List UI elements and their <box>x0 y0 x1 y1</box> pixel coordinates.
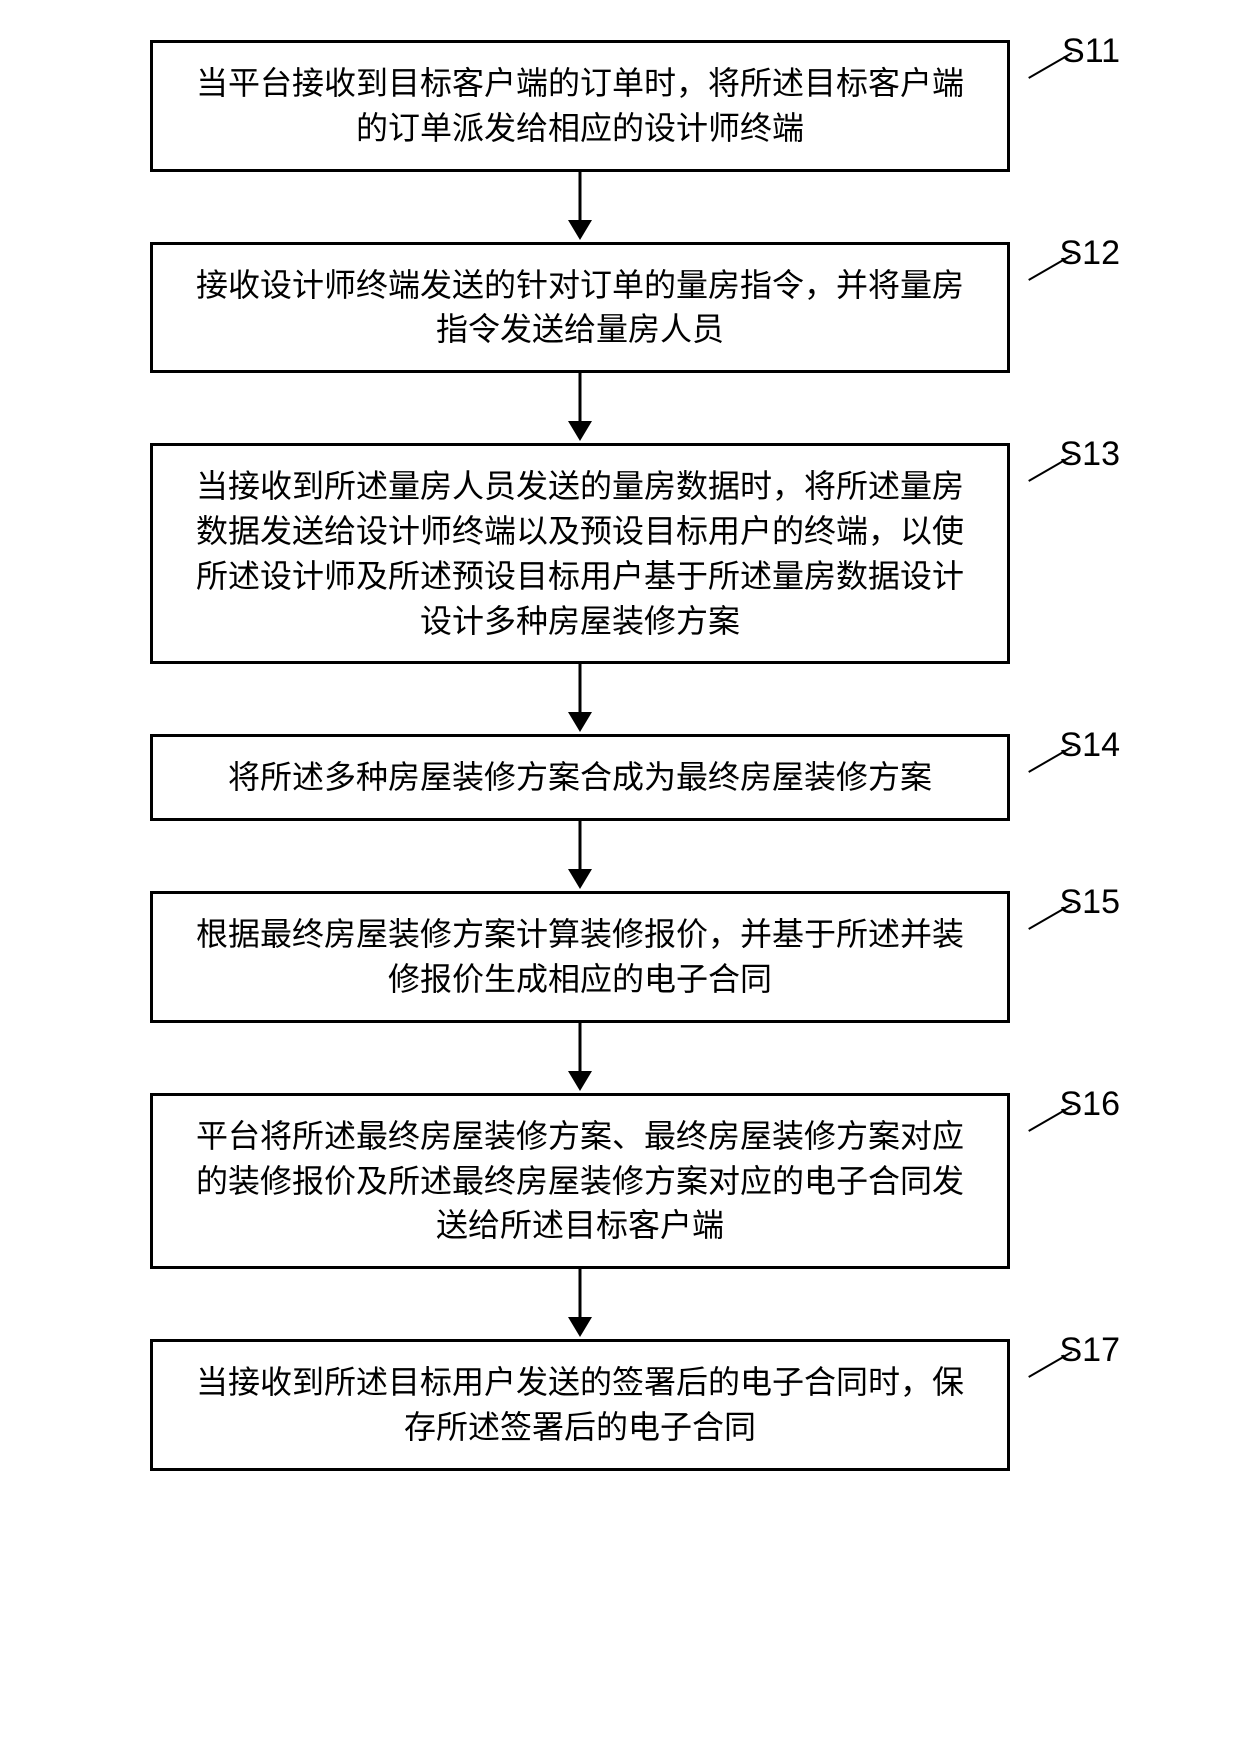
step-box: 平台将所述最终房屋装修方案、最终房屋装修方案对应的装修报价及所述最终房屋装修方案… <box>150 1093 1010 1269</box>
arrow <box>150 821 1010 891</box>
step-box: 根据最终房屋装修方案计算装修报价，并基于所述并装修报价生成相应的电子合同 <box>150 891 1010 1023</box>
step-label: S17 <box>1060 1331 1121 1370</box>
step-text: 当平台接收到目标客户端的订单时，将所述目标客户端的订单派发给相应的设计师终端 <box>183 61 977 151</box>
step-box: 将所述多种房屋装修方案合成为最终房屋装修方案 <box>150 734 1010 821</box>
step-label: S16 <box>1060 1085 1121 1124</box>
arrow-head <box>568 421 592 441</box>
arrow-head <box>568 869 592 889</box>
step-label: S15 <box>1060 883 1121 922</box>
step-text: 接收设计师终端发送的针对订单的量房指令，并将量房指令发送给量房人员 <box>183 263 977 353</box>
flowchart-step: S15 根据最终房屋装修方案计算装修报价，并基于所述并装修报价生成相应的电子合同 <box>80 891 1080 1023</box>
step-box: 当接收到所述量房人员发送的量房数据时，将所述量房数据发送给设计师终端以及预设目标… <box>150 443 1010 664</box>
flowchart-step: S14 将所述多种房屋装修方案合成为最终房屋装修方案 <box>80 734 1080 821</box>
arrow <box>150 1023 1010 1093</box>
arrow <box>150 1269 1010 1339</box>
arrow-head <box>568 1071 592 1091</box>
flowchart-step: S17 当接收到所述目标用户发送的签署后的电子合同时，保存所述签署后的电子合同 <box>80 1339 1080 1471</box>
arrow <box>150 172 1010 242</box>
flowchart-step: S13 当接收到所述量房人员发送的量房数据时，将所述量房数据发送给设计师终端以及… <box>80 443 1080 664</box>
step-box: 当接收到所述目标用户发送的签署后的电子合同时，保存所述签署后的电子合同 <box>150 1339 1010 1471</box>
step-label: S11 <box>1062 32 1120 71</box>
arrow-line <box>579 821 582 876</box>
flowchart-step: S12 接收设计师终端发送的针对订单的量房指令，并将量房指令发送给量房人员 <box>80 242 1080 374</box>
arrow <box>150 373 1010 443</box>
flowchart-container: S11 当平台接收到目标客户端的订单时，将所述目标客户端的订单派发给相应的设计师… <box>80 40 1080 1471</box>
step-label: S14 <box>1060 726 1121 765</box>
step-text: 根据最终房屋装修方案计算装修报价，并基于所述并装修报价生成相应的电子合同 <box>183 912 977 1002</box>
arrow-line <box>579 1023 582 1078</box>
flowchart-step: S16 平台将所述最终房屋装修方案、最终房屋装修方案对应的装修报价及所述最终房屋… <box>80 1093 1080 1269</box>
step-text: 平台将所述最终房屋装修方案、最终房屋装修方案对应的装修报价及所述最终房屋装修方案… <box>183 1114 977 1248</box>
step-text: 将所述多种房屋装修方案合成为最终房屋装修方案 <box>228 755 932 800</box>
flowchart-step: S11 当平台接收到目标客户端的订单时，将所述目标客户端的订单派发给相应的设计师… <box>80 40 1080 172</box>
step-text: 当接收到所述目标用户发送的签署后的电子合同时，保存所述签署后的电子合同 <box>183 1360 977 1450</box>
arrow-line <box>579 1269 582 1324</box>
arrow-head <box>568 1317 592 1337</box>
step-box: 当平台接收到目标客户端的订单时，将所述目标客户端的订单派发给相应的设计师终端 <box>150 40 1010 172</box>
arrow-head <box>568 220 592 240</box>
step-box: 接收设计师终端发送的针对订单的量房指令，并将量房指令发送给量房人员 <box>150 242 1010 374</box>
step-label: S13 <box>1060 435 1121 474</box>
arrow-head <box>568 712 592 732</box>
arrow-line <box>579 172 582 227</box>
step-text: 当接收到所述量房人员发送的量房数据时，将所述量房数据发送给设计师终端以及预设目标… <box>183 464 977 643</box>
arrow-line <box>579 373 582 428</box>
step-label: S12 <box>1060 234 1121 273</box>
arrow <box>150 664 1010 734</box>
arrow-line <box>579 664 582 719</box>
